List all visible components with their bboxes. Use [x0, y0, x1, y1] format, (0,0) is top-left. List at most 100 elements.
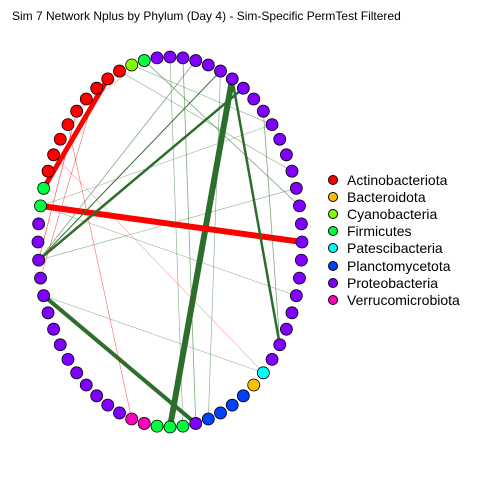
- legend-item: Bacteroidota: [328, 188, 460, 205]
- legend-label: Bacteroidota: [347, 188, 426, 205]
- network-edge: [262, 111, 281, 345]
- legend-label: Cyanobacteria: [347, 205, 438, 222]
- network-node: [163, 50, 177, 64]
- network-edge: [53, 154, 264, 373]
- network-node: [47, 148, 60, 162]
- network-edge: [208, 71, 221, 420]
- network-node: [61, 352, 75, 366]
- network-edge: [40, 88, 97, 279]
- network-node: [285, 306, 299, 320]
- network-edge: [40, 205, 297, 296]
- network-edge: [143, 60, 300, 207]
- network-node: [90, 81, 104, 95]
- network-edge: [40, 202, 303, 245]
- network-node: [53, 338, 67, 352]
- network-edge: [167, 78, 236, 428]
- network-node: [101, 398, 115, 412]
- network-node: [31, 235, 45, 249]
- legend-swatch: [328, 191, 338, 202]
- legend-swatch: [328, 226, 338, 237]
- network-edge: [169, 56, 184, 427]
- network-node: [247, 92, 261, 106]
- network-node: [163, 420, 177, 434]
- network-edge: [38, 70, 221, 261]
- network-edge: [67, 124, 132, 420]
- network-node: [225, 72, 239, 86]
- network-edge: [38, 87, 244, 261]
- network-node: [61, 118, 75, 132]
- network-node: [79, 378, 93, 392]
- network-edge: [41, 77, 110, 190]
- nodes-layer: [31, 50, 309, 434]
- network-node: [113, 406, 126, 420]
- network-node: [201, 58, 215, 72]
- network-edge: [42, 294, 198, 425]
- network-node: [289, 181, 303, 195]
- network-node: [289, 289, 303, 303]
- network-node: [137, 54, 151, 67]
- legend-item: Actinobacteriota: [328, 171, 460, 188]
- legend-label: Firmicutes: [347, 223, 412, 240]
- network-node: [70, 366, 84, 380]
- network-node: [41, 306, 55, 320]
- network-node: [70, 104, 84, 118]
- network-node: [273, 338, 287, 352]
- network-node: [47, 322, 60, 336]
- network-node: [34, 199, 47, 213]
- network-node: [294, 253, 308, 267]
- network-node: [125, 412, 139, 426]
- legend-item: Patescibacteria: [328, 240, 460, 257]
- network-node: [285, 164, 299, 178]
- network-edge: [43, 295, 264, 374]
- legend-swatch: [328, 277, 338, 288]
- network-edge: [38, 188, 297, 261]
- network-node: [256, 366, 270, 380]
- network-node: [113, 64, 126, 78]
- network-edge: [119, 70, 293, 172]
- network-node: [37, 181, 51, 195]
- network-node: [280, 148, 293, 162]
- legend-swatch: [328, 174, 338, 185]
- network-node: [201, 412, 215, 426]
- network-edge: [38, 60, 197, 261]
- legend-item: Firmicutes: [328, 223, 460, 240]
- legend-label: Patescibacteria: [347, 240, 443, 257]
- network-node: [137, 417, 151, 430]
- legend-item: Proteobacteria: [328, 274, 460, 291]
- network-node: [37, 289, 51, 303]
- network-node: [294, 217, 308, 231]
- network-node: [236, 81, 250, 95]
- network-node: [125, 58, 139, 72]
- network-node: [295, 235, 309, 249]
- network-node: [293, 271, 306, 285]
- legend: Actinobacteriota Bacteroidota Cyanobacte…: [328, 171, 460, 309]
- legend-label: Proteobacteria: [347, 274, 439, 291]
- network-node: [79, 92, 93, 106]
- network-node: [176, 419, 190, 433]
- network-node: [189, 417, 203, 430]
- edges-layer: [37, 56, 303, 428]
- network-node: [150, 51, 164, 65]
- network-node: [101, 72, 115, 86]
- network-edge: [40, 124, 273, 207]
- network-node: [34, 271, 47, 285]
- network-edge: [230, 78, 281, 346]
- network-node: [273, 132, 287, 146]
- network-node: [293, 199, 306, 213]
- legend-item: Planctomycetota: [328, 257, 460, 274]
- network-node: [225, 398, 239, 412]
- network-node: [236, 389, 250, 403]
- legend-label: Actinobacteriota: [347, 171, 448, 188]
- plot-title: Sim 7 Network Nplus by Phylum (Day 4) - …: [12, 9, 401, 23]
- network-node: [247, 378, 261, 392]
- network-node: [32, 217, 46, 231]
- network-node: [265, 352, 279, 366]
- legend-swatch: [328, 260, 338, 271]
- network-node: [265, 118, 279, 132]
- legend-label: Verrucomicrobiota: [347, 291, 460, 308]
- network-node: [214, 64, 227, 78]
- network-node: [150, 419, 164, 433]
- network-node: [53, 132, 67, 146]
- network-edge: [182, 57, 197, 424]
